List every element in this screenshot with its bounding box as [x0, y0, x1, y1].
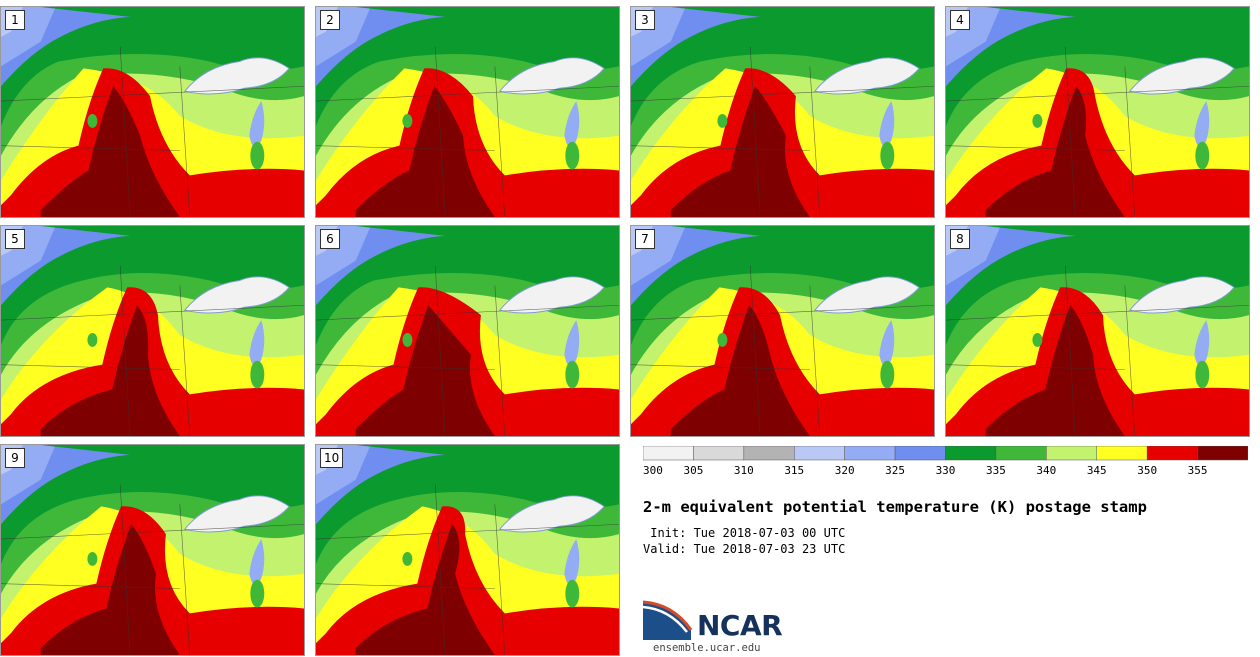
colorbar-bin: [945, 446, 997, 461]
colorbar-bin: [995, 446, 1047, 461]
ensemble-member-panel: 1: [0, 6, 305, 218]
panel-label: 4: [950, 10, 970, 30]
colorbar-bin: [643, 446, 694, 461]
ncar-logo: [643, 600, 693, 640]
ensemble-map: [316, 226, 619, 436]
panel-label: 10: [320, 448, 344, 468]
colorbar-tick-label: 300: [643, 464, 663, 476]
ensemble-member-panel: 7: [630, 225, 935, 437]
panel-label: 1: [5, 10, 25, 30]
colorbar-tick-label: 325: [885, 464, 905, 476]
colorbar-tick-label: 320: [835, 464, 855, 476]
ensemble-map: [316, 445, 619, 655]
ensemble-map: [946, 7, 1249, 217]
colorbar-tick-label: 310: [734, 464, 754, 476]
panel-label: 2: [320, 10, 340, 30]
panel-label: 3: [635, 10, 655, 30]
ensemble-member-panel: 9: [0, 444, 305, 656]
colorbar-bin: [743, 446, 795, 461]
colorbar-tick-label: 315: [784, 464, 804, 476]
panel-label: 7: [635, 229, 655, 249]
colorbar-bin: [1197, 446, 1248, 461]
colorbar: 300 305 310 315 320 325 330 335 340 345 350 355: [643, 446, 1248, 476]
ensemble-member-panel: 2: [315, 6, 620, 218]
init-time: Init: Tue 2018-07-03 00 UTC: [643, 526, 846, 540]
colorbar-bin: [1096, 446, 1148, 461]
colorbar-bin: [693, 446, 745, 461]
colorbar-tick-label: 350: [1137, 464, 1157, 476]
panel-label: 9: [5, 448, 25, 468]
ensemble-map: [946, 226, 1249, 436]
colorbar-tick-label: 340: [1036, 464, 1056, 476]
ensemble-member-panel: 6: [315, 225, 620, 437]
colorbar-tick-label: 345: [1087, 464, 1107, 476]
colorbar-tick-label: 330: [936, 464, 956, 476]
colorbar-tick-label: 335: [986, 464, 1006, 476]
ensemble-map: [1, 7, 304, 217]
panel-label: 5: [5, 229, 25, 249]
plot-title: 2-m equivalent potential temperature (K)…: [643, 498, 1147, 516]
ensemble-member-panel: 4: [945, 6, 1250, 218]
ensemble-member-panel: 5: [0, 225, 305, 437]
colorbar-tick-label: 305: [683, 464, 703, 476]
ensemble-map: [631, 7, 934, 217]
panel-label: 8: [950, 229, 970, 249]
colorbar-bin: [1046, 446, 1098, 461]
colorbar-bin: [894, 446, 946, 461]
colorbar-bin: [794, 446, 845, 461]
website-text: ensemble.ucar.edu: [653, 642, 761, 654]
ensemble-map: [631, 226, 934, 436]
colorbar-bin: [844, 446, 896, 461]
panel-label: 6: [320, 229, 340, 249]
ensemble-map: [316, 7, 619, 217]
ensemble-map: [1, 445, 304, 655]
ensemble-member-panel: 3: [630, 6, 935, 218]
ncar-logo-text: NCAR: [697, 609, 783, 642]
colorbar-bin: [1146, 446, 1198, 461]
ensemble-member-panel: 8: [945, 225, 1250, 437]
valid-time: Valid: Tue 2018-07-03 23 UTC: [643, 542, 846, 556]
ensemble-member-panel: 10: [315, 444, 620, 656]
colorbar-tick-label: 355: [1188, 464, 1208, 476]
ensemble-map: [1, 226, 304, 436]
